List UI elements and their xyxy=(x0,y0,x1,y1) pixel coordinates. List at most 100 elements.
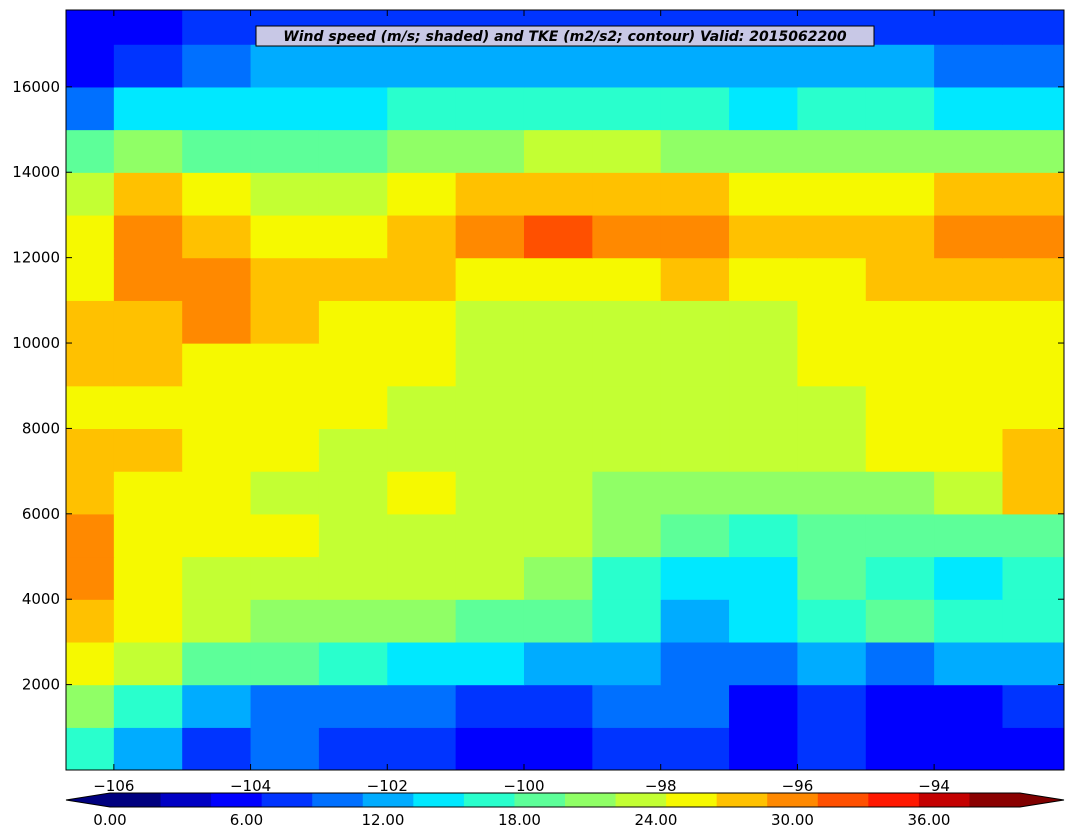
heatmap-cell xyxy=(1002,684,1064,728)
heatmap-cell xyxy=(66,129,115,173)
x-tick-label: −104 xyxy=(230,777,271,795)
heatmap-cell xyxy=(934,556,1004,600)
heatmap-cell xyxy=(182,556,252,600)
heatmap-cell xyxy=(182,44,252,88)
heatmap-cell xyxy=(660,599,730,643)
heatmap-cell xyxy=(660,257,730,301)
heatmap-cell xyxy=(250,343,320,387)
heatmap-cell xyxy=(660,343,730,387)
colorbar-swatch xyxy=(261,793,313,807)
heatmap-cell xyxy=(729,599,799,643)
heatmap-cell xyxy=(250,513,320,558)
heatmap-cell xyxy=(797,129,867,173)
colorbar-tick-label: 24.00 xyxy=(635,811,678,829)
heatmap-cell xyxy=(66,86,115,131)
heatmap-cell xyxy=(250,471,320,515)
heatmap-cell xyxy=(797,86,867,131)
heatmap-cell xyxy=(182,129,252,173)
heatmap-cell xyxy=(182,513,252,558)
heatmap-cell xyxy=(455,214,525,259)
colorbar-tick-label: 36.00 xyxy=(908,811,951,829)
heatmap-cell xyxy=(592,300,662,344)
heatmap-cell xyxy=(113,44,183,88)
heatmap-cell xyxy=(592,214,662,259)
heatmap-cell xyxy=(592,428,662,472)
heatmap-cell xyxy=(455,129,525,173)
y-tick-label: 6000 xyxy=(22,505,60,523)
heatmap-cell xyxy=(387,129,457,173)
heatmap-cell xyxy=(66,684,115,728)
heatmap-cell xyxy=(455,172,525,216)
heatmap-cell xyxy=(113,385,183,430)
heatmap-cell xyxy=(66,599,115,643)
colorbar-swatch xyxy=(362,793,414,807)
heatmap-cell xyxy=(113,129,183,173)
heatmap-cell xyxy=(250,257,320,301)
heatmap-cell xyxy=(523,641,593,686)
heatmap-cell xyxy=(250,129,320,173)
heatmap-cell xyxy=(387,214,457,259)
heatmap-cell xyxy=(182,727,252,770)
heatmap-cell xyxy=(797,513,867,558)
heatmap-cell xyxy=(318,129,388,173)
x-tick-label: −94 xyxy=(918,777,950,795)
heatmap-cell xyxy=(934,641,1004,686)
x-tick-label: −100 xyxy=(503,777,544,795)
heatmap-cell xyxy=(729,556,799,600)
heatmap-cell xyxy=(113,343,183,387)
heatmap-cell xyxy=(318,428,388,472)
y-axis: 2000 4000 6000 8000 10000 12000 14000 16000 xyxy=(12,78,1064,694)
heatmap-cell xyxy=(592,513,662,558)
heatmap-cell xyxy=(387,385,457,430)
colorbar-swatch xyxy=(767,793,819,807)
heatmap-cell xyxy=(797,727,867,770)
heatmap-cell xyxy=(455,428,525,472)
heatmap-cell xyxy=(250,300,320,344)
heatmap-cell xyxy=(113,10,183,45)
heatmap-cell xyxy=(660,727,730,770)
heatmap-cell xyxy=(455,300,525,344)
heatmap-cell xyxy=(387,684,457,728)
heatmap-cell xyxy=(318,300,388,344)
heatmap-cell xyxy=(592,44,662,88)
heatmap-cell xyxy=(729,343,799,387)
heatmap-cell xyxy=(934,471,1004,515)
heatmap-cell xyxy=(1002,727,1064,770)
y-tick-label: 4000 xyxy=(22,590,60,608)
heatmap-cell xyxy=(66,172,115,216)
heatmap-cell xyxy=(865,44,935,88)
heatmap-cell xyxy=(660,44,730,88)
heatmap-cell xyxy=(387,44,457,88)
heatmap-cell xyxy=(592,343,662,387)
heatmap-cell xyxy=(934,129,1004,173)
colorbar: 0.00 6.00 12.00 18.00 24.00 30.00 36.00 xyxy=(65,792,1065,829)
heatmap-cell xyxy=(182,257,252,301)
heatmap-cell xyxy=(523,428,593,472)
heatmap-cell xyxy=(523,513,593,558)
heatmap-cell xyxy=(729,428,799,472)
heatmap-cell xyxy=(865,300,935,344)
heatmap-cell xyxy=(592,471,662,515)
heatmap-cell xyxy=(865,257,935,301)
heatmap-cell xyxy=(865,727,935,770)
heatmap-cell xyxy=(865,599,935,643)
heatmap-cell xyxy=(387,556,457,600)
heatmap-cell xyxy=(797,343,867,387)
heatmap-cell xyxy=(250,727,320,770)
heatmap-field xyxy=(66,10,1064,770)
heatmap-cell xyxy=(592,172,662,216)
heatmap-cell xyxy=(182,641,252,686)
colorbar-swatch xyxy=(868,793,920,807)
heatmap-cell xyxy=(865,471,935,515)
heatmap-cell xyxy=(592,86,662,131)
colorbar-swatch xyxy=(666,793,718,807)
heatmap-cell xyxy=(797,684,867,728)
y-tick-label: 12000 xyxy=(12,249,60,267)
heatmap-cell xyxy=(1002,214,1064,259)
heatmap-cell xyxy=(455,257,525,301)
heatmap-cell xyxy=(865,513,935,558)
heatmap-cell xyxy=(523,599,593,643)
heatmap-cell xyxy=(660,172,730,216)
heatmap-cell xyxy=(729,214,799,259)
